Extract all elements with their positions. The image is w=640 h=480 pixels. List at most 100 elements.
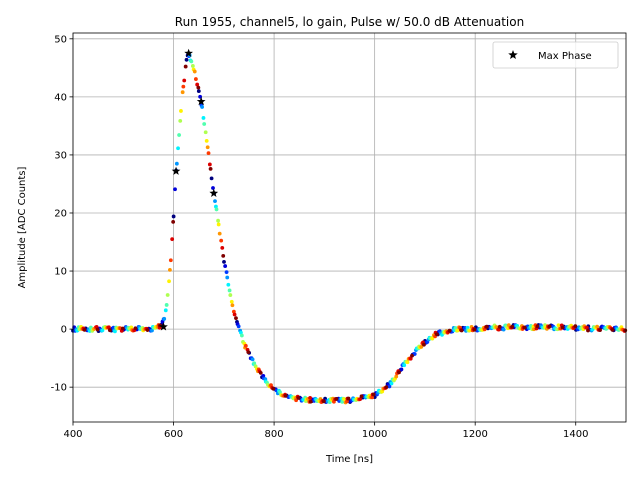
- scatter-point: [547, 324, 552, 329]
- scatter-point: [610, 328, 615, 332]
- scatter-point: [250, 357, 255, 362]
- scatter-point: [394, 374, 399, 379]
- scatter-point: [283, 394, 288, 398]
- max-phase-point: [209, 188, 219, 197]
- scatter-point: [178, 118, 183, 123]
- scatter-point: [193, 77, 198, 81]
- scatter-point: [208, 166, 213, 171]
- scatter-point: [243, 343, 248, 348]
- max-phase-point: [196, 96, 206, 106]
- plot-frame: [72, 32, 627, 423]
- scatter-point: [205, 145, 210, 150]
- scatter-point: [204, 138, 209, 143]
- scatter-point: [203, 130, 208, 135]
- scatter-point: [459, 328, 464, 333]
- y-tick-label: 20: [54, 208, 67, 219]
- scatter-point: [229, 299, 234, 304]
- scatter-point: [501, 327, 506, 332]
- scatter-point: [231, 309, 236, 314]
- scatter-point: [419, 344, 424, 349]
- scatter-point: [216, 218, 220, 223]
- legend: Max Phase: [492, 41, 619, 69]
- x-tick-label: 1000: [362, 429, 387, 440]
- scatter-point: [232, 312, 237, 317]
- scatter-point: [219, 238, 224, 243]
- y-tick-label: 40: [54, 92, 67, 103]
- y-tick-label: -10: [51, 383, 67, 394]
- scatter-point: [150, 328, 154, 333]
- legend-star-marker: [508, 50, 518, 60]
- scatter-point: [213, 199, 217, 204]
- scatter-points: [71, 53, 628, 405]
- scatter-point: [165, 293, 170, 297]
- scatter-point: [120, 326, 125, 331]
- max-phase-markers: [159, 48, 219, 331]
- scatter-point: [389, 381, 394, 386]
- scatter-point: [239, 330, 243, 335]
- scatter-point: [510, 324, 515, 329]
- scatter-point: [224, 270, 229, 275]
- scatter-point: [573, 324, 578, 329]
- scatter-point: [556, 323, 561, 328]
- scatter-point: [173, 187, 177, 192]
- scatter-point: [399, 367, 404, 372]
- scatter-point: [206, 151, 211, 156]
- scatter-point: [371, 392, 376, 397]
- scatter-point: [405, 360, 410, 365]
- scatter-point: [408, 356, 413, 361]
- scatter-point: [227, 288, 232, 293]
- scatter-point: [176, 146, 180, 151]
- scatter-point: [228, 293, 233, 297]
- scatter-point: [234, 316, 238, 321]
- scatter-point: [258, 371, 263, 375]
- scatter-point: [171, 219, 176, 224]
- scatter-point: [447, 328, 452, 333]
- scatter-point: [177, 133, 182, 137]
- scatter-point: [214, 207, 219, 212]
- scatter-point: [95, 327, 100, 332]
- scatter-point: [167, 279, 171, 284]
- scatter-point: [226, 282, 231, 287]
- scatter-point: [211, 186, 215, 190]
- scatter-point: [560, 325, 565, 330]
- scatter-point: [422, 342, 426, 347]
- scatter-point: [183, 64, 188, 69]
- scatter-point: [308, 399, 313, 404]
- scatter-point: [82, 328, 87, 332]
- scatter-point: [225, 275, 230, 280]
- scatter-point: [195, 82, 200, 87]
- scatter-point: [180, 90, 185, 95]
- scatter-point: [278, 390, 282, 394]
- scatter-point: [222, 259, 226, 264]
- scatter-point: [308, 396, 313, 400]
- x-tick-label: 1200: [462, 429, 487, 440]
- max-phase-point: [184, 48, 193, 58]
- legend-box: [492, 41, 619, 69]
- scatter-point: [162, 316, 167, 321]
- x-axis-ticks: 400 600 800 1000 1200 1400: [63, 422, 588, 440]
- scatter-point: [522, 325, 527, 330]
- scatter-point: [402, 363, 407, 368]
- scatter-point: [455, 328, 460, 333]
- y-tick-label: 0: [61, 325, 67, 336]
- scatter-point: [497, 324, 502, 329]
- scatter-point: [246, 350, 251, 355]
- scatter-point: [106, 325, 111, 330]
- scatter-point: [133, 326, 138, 331]
- scatter-point: [296, 396, 301, 400]
- y-tick-label: 30: [54, 150, 67, 161]
- scatter-point: [412, 352, 417, 356]
- scatter-point: [271, 386, 276, 391]
- scatter-point: [168, 258, 173, 263]
- legend-entry-max-phase: Max Phase: [538, 51, 592, 62]
- scatter-point: [598, 328, 602, 333]
- scatter-point: [184, 57, 189, 62]
- scatter-point: [239, 333, 244, 338]
- scatter-point: [346, 396, 351, 401]
- scatter-point: [196, 85, 201, 90]
- scatter-point: [171, 214, 176, 219]
- scatter-point: [100, 328, 105, 333]
- scatter-point: [201, 116, 206, 120]
- scatter-point: [359, 394, 364, 399]
